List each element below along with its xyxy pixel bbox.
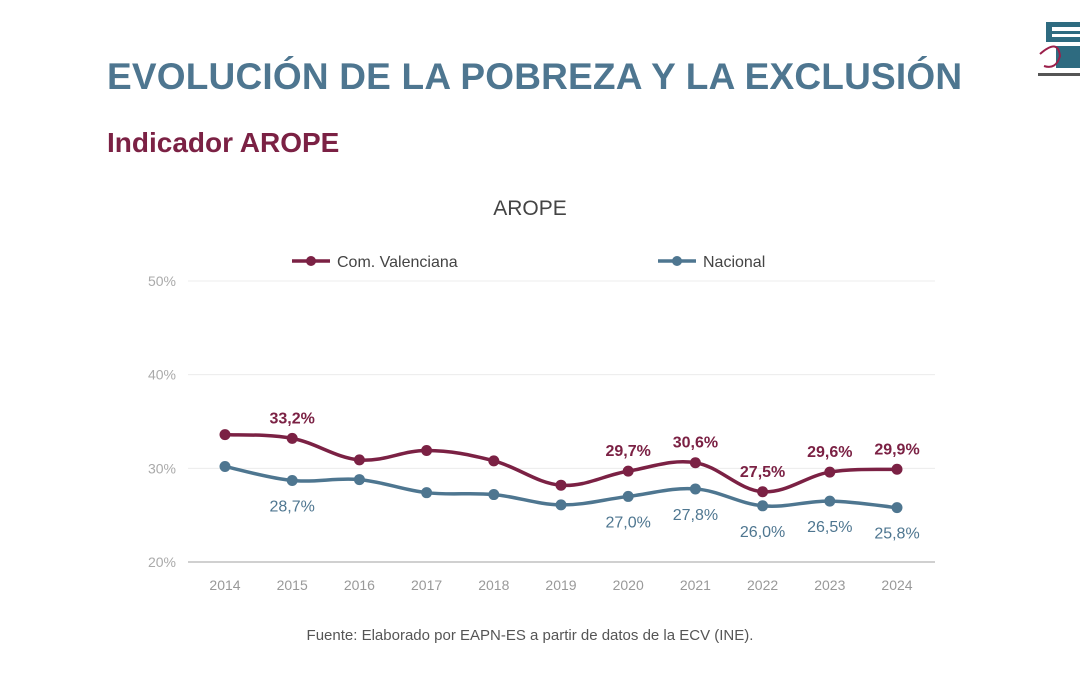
data-label: 29,7% bbox=[606, 443, 651, 460]
data-label: 27,8% bbox=[673, 507, 718, 524]
data-label: 28,7% bbox=[270, 499, 315, 516]
data-point bbox=[421, 445, 433, 457]
data-point bbox=[891, 502, 903, 514]
x-tick-label: 2016 bbox=[344, 577, 375, 593]
legend-marker bbox=[672, 256, 682, 266]
y-tick-label: 30% bbox=[148, 460, 176, 476]
y-tick-label: 20% bbox=[148, 554, 176, 570]
y-tick-label: 40% bbox=[148, 367, 176, 383]
slide-title: EVOLUCIÓN DE LA POBREZA Y LA EXCLUSIÓN bbox=[107, 56, 963, 97]
x-tick-label: 2017 bbox=[411, 577, 442, 593]
data-point bbox=[622, 490, 634, 502]
data-label: 26,0% bbox=[740, 524, 785, 541]
x-tick-label: 2021 bbox=[680, 577, 711, 593]
data-point bbox=[219, 429, 231, 441]
data-label: 27,0% bbox=[606, 514, 651, 531]
data-point bbox=[689, 457, 701, 469]
legend-label: Com. Valenciana bbox=[337, 254, 458, 271]
x-tick-label: 2022 bbox=[747, 577, 778, 593]
data-point bbox=[219, 460, 231, 472]
x-tick-label: 2019 bbox=[545, 577, 576, 593]
data-point bbox=[824, 495, 836, 507]
x-tick-label: 2023 bbox=[814, 577, 845, 593]
data-point bbox=[824, 466, 836, 478]
data-label: 25,8% bbox=[874, 526, 919, 543]
data-label: 27,5% bbox=[740, 464, 785, 481]
data-point bbox=[421, 487, 433, 499]
data-label: 30,6% bbox=[673, 435, 718, 452]
data-point bbox=[353, 474, 365, 486]
x-tick-label: 2015 bbox=[277, 577, 308, 593]
data-point bbox=[488, 455, 500, 467]
x-tick-label: 2024 bbox=[881, 577, 912, 593]
x-tick-label: 2020 bbox=[613, 577, 644, 593]
data-label: 33,2% bbox=[270, 410, 315, 427]
data-point bbox=[757, 486, 769, 498]
slide-subtitle: Indicador AROPE bbox=[107, 127, 340, 158]
legend-marker bbox=[306, 256, 316, 266]
data-point bbox=[622, 465, 634, 477]
source-note: Fuente: Elaborado por EAPN-ES a partir d… bbox=[306, 627, 754, 644]
legend-item: Nacional bbox=[658, 254, 765, 271]
y-tick-label: 50% bbox=[148, 273, 176, 289]
eapn-logo bbox=[1038, 22, 1080, 76]
data-label: 29,6% bbox=[807, 444, 852, 461]
data-label: 26,5% bbox=[807, 519, 852, 536]
data-point bbox=[286, 475, 298, 487]
data-label: 29,9% bbox=[874, 441, 919, 458]
data-point bbox=[555, 499, 567, 511]
chart-title: AROPE bbox=[493, 197, 567, 220]
data-point bbox=[353, 454, 365, 466]
x-tick-label: 2014 bbox=[209, 577, 240, 593]
x-tick-label: 2018 bbox=[478, 577, 509, 593]
data-point bbox=[891, 463, 903, 475]
legend-item: Com. Valenciana bbox=[292, 254, 458, 271]
legend-label: Nacional bbox=[703, 254, 765, 271]
data-point bbox=[488, 489, 500, 501]
data-point bbox=[689, 483, 701, 495]
data-point bbox=[286, 432, 298, 444]
data-point bbox=[757, 500, 769, 512]
chart-legend: Com. Valenciana Nacional bbox=[292, 254, 765, 271]
data-point bbox=[555, 479, 567, 491]
